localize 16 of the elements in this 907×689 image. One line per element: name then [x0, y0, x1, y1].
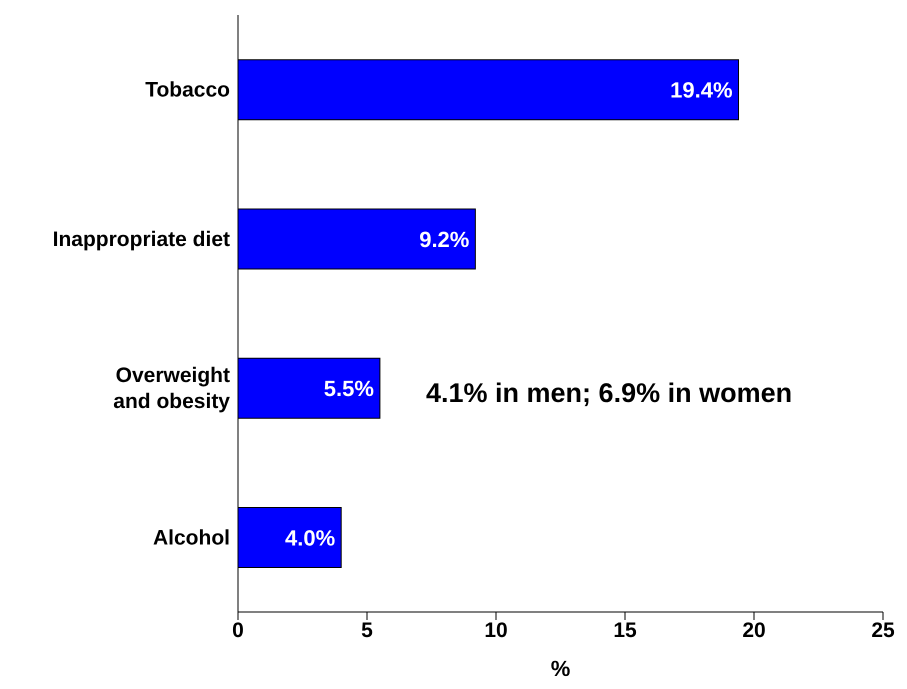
- x-tick-label: 10: [484, 618, 508, 642]
- x-tick-label: 5: [361, 618, 374, 642]
- data-label: 9.2%: [419, 226, 470, 252]
- data-label: 19.4%: [670, 78, 733, 103]
- y-tick-label: Tobacco: [145, 78, 230, 102]
- x-tick-label: 15: [613, 618, 637, 642]
- x-tick-label: 25: [871, 618, 895, 642]
- data-label: 5.5%: [324, 376, 374, 402]
- x-tick-label: 20: [742, 618, 766, 642]
- annotation: 4.1% in men; 6.9% in women: [426, 378, 792, 409]
- y-tick-label: Overweight and obesity: [113, 364, 230, 413]
- y-tick-label: Inappropriate diet: [52, 227, 230, 250]
- y-tick-label: Alcohol: [153, 526, 230, 549]
- x-tick-label: 0: [232, 618, 244, 642]
- data-label: 4.0%: [285, 525, 336, 550]
- x-axis-title: %: [550, 656, 570, 681]
